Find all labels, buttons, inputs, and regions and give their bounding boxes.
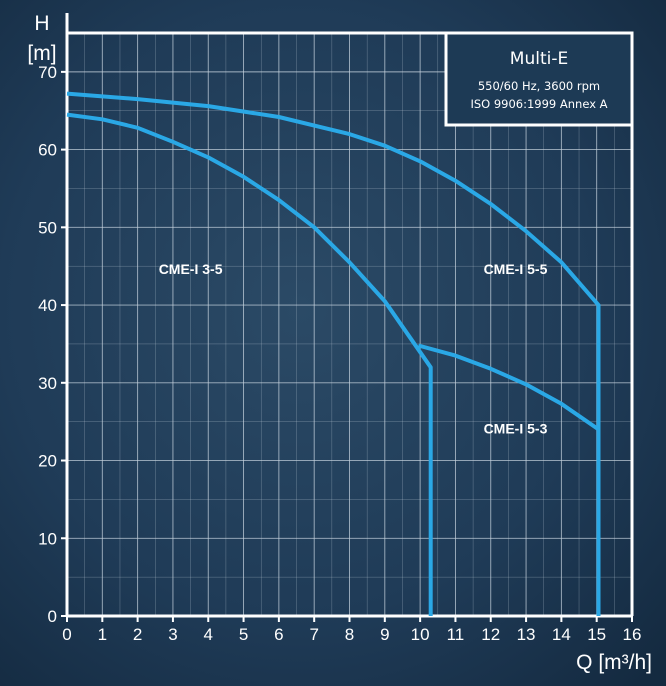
series-line: [417, 343, 600, 432]
series-line: [66, 91, 601, 616]
x-tick-label: 5: [239, 625, 248, 644]
legend-box-frame: [444, 31, 634, 127]
curves: [66, 91, 601, 616]
series-label: CME-I 3-5: [159, 261, 223, 277]
x-tick-label: 16: [623, 625, 642, 644]
x-tick-label: 11: [447, 625, 465, 644]
chart-subtitle-line-2: ISO 9906:1999 Annex A: [470, 97, 607, 111]
y-tick-label: 50: [38, 218, 57, 237]
legend-box: Multi-E 550/60 Hz, 3600 rpm ISO 9906:199…: [444, 31, 634, 127]
x-tick-label: 6: [274, 625, 283, 644]
x-tick-label: 14: [552, 625, 571, 644]
x-tick-label: 15: [587, 625, 606, 644]
series-labels: CME-I 3-5 CME-I 5-5 CME-I 5-3: [159, 261, 548, 436]
y-tick-label: 60: [38, 141, 57, 160]
series-line: [66, 112, 433, 616]
series-label: CME-I 5-5: [484, 261, 548, 277]
x-tick-label: 13: [517, 625, 536, 644]
x-tick-label: 10: [411, 625, 430, 644]
y-tick-label: 30: [38, 374, 57, 393]
x-tick-label: 9: [380, 625, 389, 644]
y-tick-label: 70: [38, 63, 57, 82]
y-tick-label: 40: [38, 296, 57, 315]
x-tick-label: 7: [309, 625, 318, 644]
series-label: CME-I 5-3: [484, 420, 548, 436]
x-tick-label: 0: [62, 625, 71, 644]
x-tick-label: 8: [345, 625, 354, 644]
x-tick-label: 12: [481, 625, 500, 644]
y-tick-label: 20: [38, 452, 57, 471]
x-tick-label: 1: [98, 625, 107, 644]
x-tick-label: 4: [204, 625, 213, 644]
x-axis-label: Q [m³/h]: [576, 651, 652, 674]
y-axis-unit: [m]: [27, 42, 56, 65]
x-tick-label: 2: [133, 625, 142, 644]
y-tick-label: 0: [48, 607, 57, 626]
y-tick-label: 10: [38, 529, 57, 548]
x-tick-label: 3: [168, 625, 177, 644]
chart-title: Multi-E: [510, 49, 568, 69]
chart-subtitle-line-1: 550/60 Hz, 3600 rpm: [478, 79, 600, 93]
y-axis-label: H: [34, 12, 49, 35]
grid: [66, 32, 633, 617]
